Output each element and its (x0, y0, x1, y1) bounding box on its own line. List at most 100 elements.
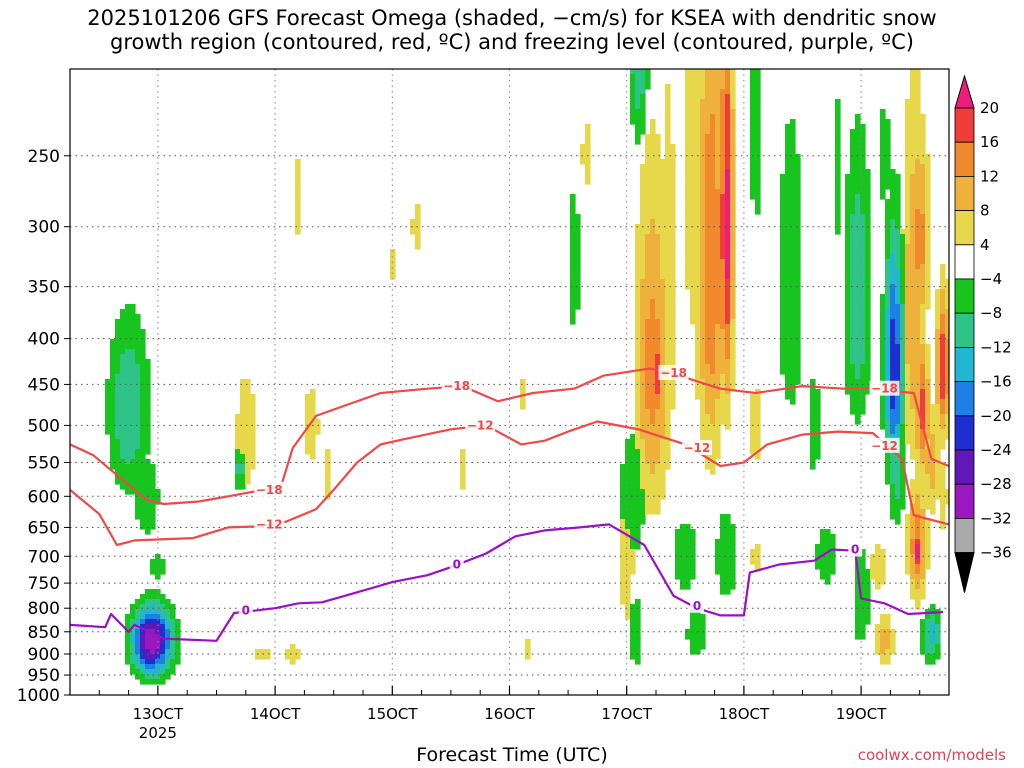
omega-cell (785, 194, 791, 200)
omega-cell (635, 619, 641, 625)
omega-cell (885, 219, 891, 225)
omega-cell (900, 379, 906, 385)
omega-cell (635, 464, 641, 470)
omega-cell (240, 479, 246, 485)
omega-cell (755, 549, 761, 555)
omega-cell (925, 184, 931, 190)
omega-cell (695, 174, 701, 180)
omega-cell (140, 399, 146, 405)
omega-cell (795, 294, 801, 300)
omega-cell (755, 174, 761, 180)
omega-cell (655, 254, 661, 260)
omega-cell (945, 419, 949, 425)
omega-cell (160, 649, 166, 655)
omega-cell (105, 429, 111, 435)
omega-cell (670, 209, 676, 215)
omega-cell (655, 224, 661, 230)
omega-cell (650, 334, 656, 340)
omega-cell (125, 429, 131, 435)
omega-cell (105, 414, 111, 420)
omega-cell (235, 474, 241, 480)
omega-cell (625, 549, 631, 555)
omega-cell (860, 409, 866, 415)
omega-cell (835, 119, 841, 125)
omega-cell (160, 599, 166, 605)
omega-cell (135, 314, 141, 320)
omega-cell (695, 149, 701, 155)
omega-cell (910, 139, 916, 145)
omega-cell (110, 339, 116, 345)
omega-cell (710, 349, 716, 355)
omega-cell (790, 239, 796, 245)
omega-cell (845, 219, 851, 225)
omega-cell (895, 224, 901, 230)
omega-cell (665, 339, 671, 345)
omega-cell (115, 414, 121, 420)
omega-cell (110, 399, 116, 405)
omega-cell (110, 379, 116, 385)
omega-cell (925, 399, 931, 405)
omega-cell (720, 204, 726, 210)
omega-cell (885, 404, 891, 410)
omega-cell (895, 514, 901, 520)
omega-cell (885, 364, 891, 370)
omega-cell (900, 344, 906, 350)
omega-cell (720, 384, 726, 390)
omega-cell (710, 114, 716, 120)
omega-cell (900, 439, 906, 445)
omega-cell (125, 329, 131, 335)
omega-cell (685, 264, 691, 270)
omega-cell (720, 539, 726, 545)
omega-cell (720, 184, 726, 190)
omega-cell (725, 189, 731, 195)
omega-cell (885, 399, 891, 405)
omega-cell (645, 149, 651, 155)
omega-cell (130, 654, 136, 660)
omega-cell (825, 534, 831, 540)
omega-cell (940, 304, 946, 310)
omega-cell (910, 99, 916, 105)
omega-cell (880, 129, 886, 135)
omega-cell (130, 394, 136, 400)
omega-cell (130, 469, 136, 475)
omega-cell (670, 324, 676, 330)
omega-cell (890, 314, 896, 320)
omega-cell (700, 214, 706, 220)
omega-cell (915, 109, 921, 115)
omega-cell (705, 244, 711, 250)
omega-cell (885, 309, 891, 315)
omega-cell (125, 384, 131, 390)
omega-cell (875, 574, 881, 580)
omega-cell (905, 179, 911, 185)
omega-cell (915, 229, 921, 235)
omega-cell (755, 149, 761, 155)
omega-cell (670, 259, 676, 265)
omega-cell (720, 244, 726, 250)
omega-cell (635, 124, 641, 130)
omega-cell (715, 174, 721, 180)
omega-cell (105, 409, 111, 415)
omega-cell (815, 434, 821, 440)
omega-cell (700, 274, 706, 280)
omega-cell (910, 354, 916, 360)
omega-cell (635, 309, 641, 315)
omega-cell (655, 369, 661, 375)
omega-cell (110, 414, 116, 420)
omega-cell (885, 619, 891, 625)
omega-cell (730, 154, 736, 160)
omega-cell (850, 244, 856, 250)
omega-cell (890, 499, 896, 505)
omega-cell (640, 454, 646, 460)
omega-cell (235, 439, 241, 445)
omega-cell (750, 109, 756, 115)
omega-cell (625, 609, 631, 615)
omega-cell (130, 449, 136, 455)
omega-cell (865, 234, 871, 240)
omega-cell (915, 244, 921, 250)
omega-cell (145, 484, 151, 490)
omega-cell (925, 624, 931, 630)
omega-cell (135, 359, 141, 365)
omega-cell (910, 159, 916, 165)
omega-cell (705, 249, 711, 255)
omega-cell (695, 79, 701, 85)
